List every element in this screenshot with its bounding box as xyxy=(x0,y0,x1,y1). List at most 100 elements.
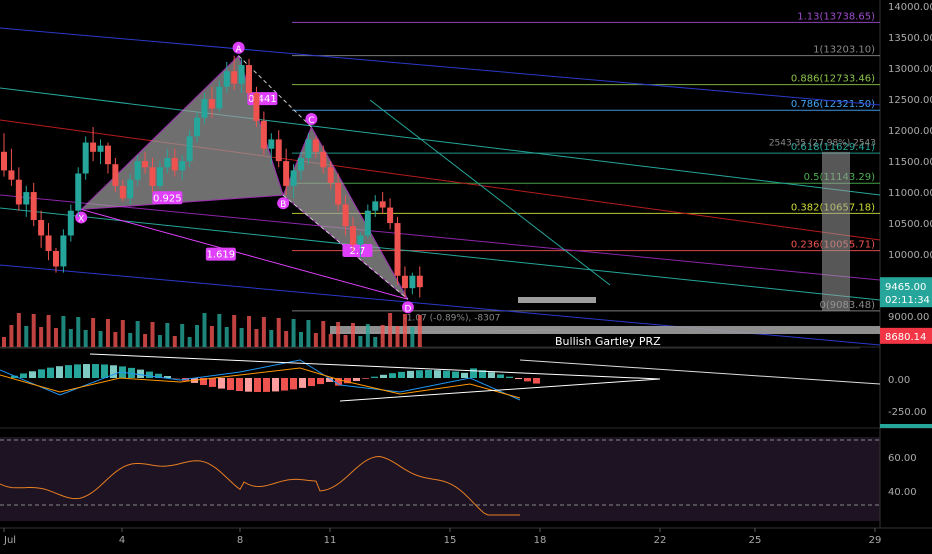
volume-bar xyxy=(54,328,58,347)
volume-bar xyxy=(47,315,51,347)
candle-body xyxy=(283,161,289,186)
macd-bar xyxy=(110,365,117,378)
macd-bar xyxy=(56,366,63,378)
candle-body xyxy=(409,276,415,288)
volume-bar xyxy=(292,319,296,347)
macd-bar xyxy=(101,364,108,378)
pattern-ratio-text: 1.619 xyxy=(206,250,235,261)
fib-label-1: 1(13203.10) xyxy=(813,45,875,56)
rsi-tick: 60.00 xyxy=(888,453,917,464)
candle-body xyxy=(23,192,29,204)
volume-bar xyxy=(158,335,162,347)
rsi-background xyxy=(0,437,880,521)
volume-bar xyxy=(76,317,80,347)
pattern-ratio-text: 0.925 xyxy=(153,193,182,204)
macd-bar xyxy=(362,378,369,379)
price-tick: 10500.00 xyxy=(888,219,932,230)
time-tick: 18 xyxy=(534,535,547,546)
candle-body xyxy=(246,65,252,93)
macd-bar xyxy=(425,370,432,378)
volume-bar xyxy=(106,319,110,347)
candle-body xyxy=(268,139,274,148)
volume-bar xyxy=(151,322,155,347)
marker-price-tag: 8680.14 xyxy=(880,328,932,344)
macd-bar xyxy=(524,378,531,381)
candle-body xyxy=(194,118,200,137)
candle-body xyxy=(53,251,59,266)
time-tick: 25 xyxy=(749,535,762,546)
volume-bar xyxy=(210,326,214,347)
pattern-point-label: X xyxy=(78,214,84,224)
rsi-tick: 40.00 xyxy=(888,487,917,498)
price-tick: 9000.00 xyxy=(888,312,929,323)
macd-bar xyxy=(92,364,99,378)
volume-bar xyxy=(173,336,177,347)
candle-body xyxy=(46,235,52,250)
volume-bar xyxy=(388,313,392,347)
macd-bar xyxy=(470,368,477,378)
macd-bar xyxy=(263,378,270,392)
volume-bar xyxy=(2,337,6,347)
candle-body xyxy=(365,211,371,236)
time-tick: 11 xyxy=(324,535,337,546)
volume-bar xyxy=(269,330,273,347)
candle-body xyxy=(90,143,96,152)
price-tick: 11500.00 xyxy=(888,157,932,168)
volume-bar xyxy=(299,332,303,347)
volume-bar xyxy=(136,321,140,347)
macd-bar xyxy=(38,369,45,378)
candle-body xyxy=(305,139,311,158)
macd-bar xyxy=(443,371,450,378)
macd-bar xyxy=(299,378,306,388)
volume-bar xyxy=(358,336,362,347)
candle-body xyxy=(357,235,363,244)
pattern-point-label: C xyxy=(308,116,314,126)
macd-bar xyxy=(227,378,234,390)
time-tick: Jul xyxy=(3,535,16,546)
candle-body xyxy=(298,158,304,170)
macd-bar xyxy=(74,364,81,378)
fib-label-0.886: 0.886(12733.46) xyxy=(791,74,875,85)
candle-body xyxy=(343,204,349,226)
time-tick: 4 xyxy=(119,535,125,546)
macd-bar xyxy=(434,370,441,378)
volume-bar xyxy=(262,317,266,347)
macd-bar xyxy=(353,378,360,381)
macd-bar xyxy=(317,378,324,384)
macd-value-tag xyxy=(880,424,932,428)
prz-bar xyxy=(518,297,596,303)
volume-bar xyxy=(344,335,348,347)
pattern-ratio: 2.7 xyxy=(342,244,372,257)
macd-bar xyxy=(218,378,225,389)
candle-body xyxy=(417,276,423,287)
candle-body xyxy=(31,192,37,220)
candle-body xyxy=(328,167,334,182)
volume-bar xyxy=(254,329,258,347)
candle-body xyxy=(387,208,393,223)
pattern-point-label: A xyxy=(236,45,243,55)
candle-body xyxy=(83,143,89,174)
candle xyxy=(83,136,89,179)
volume-bar xyxy=(217,314,221,347)
candle-body xyxy=(98,146,104,152)
volume-bar xyxy=(99,331,103,347)
candle-body xyxy=(253,93,259,121)
candle-body xyxy=(239,65,245,84)
macd-bar xyxy=(407,371,414,378)
macd-bar xyxy=(488,372,495,378)
volume-bar xyxy=(195,325,199,347)
candle-body xyxy=(187,136,193,161)
macd-bar xyxy=(20,373,27,378)
macd-bar xyxy=(506,377,513,378)
candle xyxy=(60,229,66,272)
candle-body xyxy=(135,161,141,180)
time-tick: 29 xyxy=(869,535,882,546)
pattern-point-label: B xyxy=(280,200,286,210)
volume-bar xyxy=(91,318,95,347)
candle-body xyxy=(372,201,378,210)
volume-bar xyxy=(410,327,414,347)
marker-price-label: 8680.14 xyxy=(885,332,926,343)
macd-bar xyxy=(281,378,288,391)
time-tick: 22 xyxy=(654,535,667,546)
